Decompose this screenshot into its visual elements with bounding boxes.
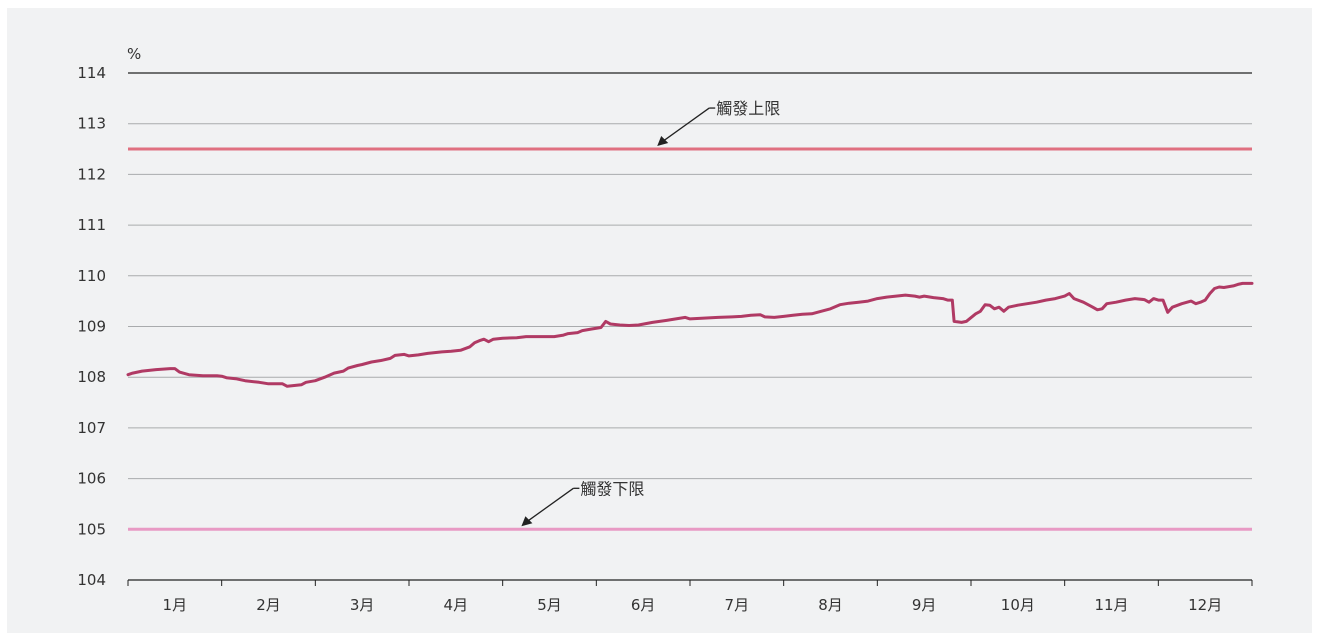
- x-tick-label: 9月: [912, 596, 937, 614]
- annotation-arrowhead: [657, 136, 669, 147]
- annotation-arrow-line: [662, 107, 710, 142]
- y-tick-label: 113: [77, 115, 106, 133]
- x-tick-label: 2月: [256, 596, 281, 614]
- y-tick-label: 106: [77, 470, 106, 488]
- y-tick-label: 108: [77, 368, 106, 386]
- annotation-arrow-line: [527, 487, 574, 522]
- y-tick-label: 104: [77, 571, 106, 589]
- x-tick-label: 7月: [725, 596, 750, 614]
- annotation-arrowhead: [521, 516, 533, 527]
- x-tick-label: 8月: [818, 596, 843, 614]
- x-tick-label: 6月: [631, 596, 656, 614]
- y-tick-label: 114: [77, 64, 106, 82]
- reference-lines: [128, 107, 1252, 531]
- y-tick-label: 112: [77, 165, 106, 183]
- x-tick-label: 10月: [1001, 596, 1035, 614]
- reference-line-label: 觸發上限: [716, 99, 780, 118]
- x-tick-label: 4月: [444, 596, 469, 614]
- y-tick-label: 105: [77, 520, 106, 538]
- y-tick-label: 107: [77, 419, 106, 437]
- x-tick-label: 11月: [1094, 596, 1128, 614]
- series-layer: [126, 281, 1254, 388]
- y-axis-unit-label: %: [127, 45, 141, 63]
- x-tick-label: 1月: [163, 596, 188, 614]
- axes: [127, 579, 1253, 586]
- y-tick-label: 109: [77, 318, 106, 336]
- series-line: [126, 281, 1254, 388]
- reference-line-label: 觸發下限: [580, 479, 644, 498]
- y-tick-label: 110: [77, 267, 106, 285]
- y-tick-label: 111: [77, 216, 106, 234]
- labels: % 114 113 112 111 110 109 108 107 106 105 104 1月 2月 3…: [77, 45, 1222, 614]
- x-tick-label: 5月: [537, 596, 562, 614]
- x-tick-label: 12月: [1188, 596, 1222, 614]
- x-tick-label: 3月: [350, 596, 375, 614]
